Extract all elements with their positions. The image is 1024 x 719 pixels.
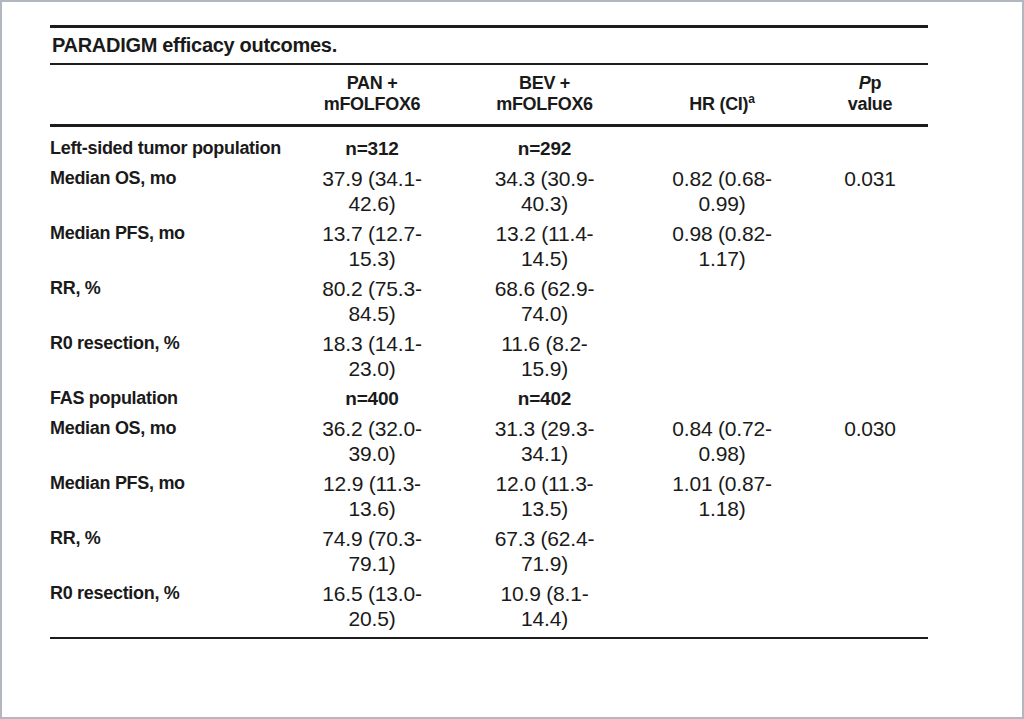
- table-row-median-pfs-fas: Median PFS, mo 12.9 (11.3- 13.6) 12.0 (1…: [50, 468, 928, 523]
- cell-bev: 34.3 (30.9- 40.3): [457, 163, 632, 218]
- p-value-word: value: [848, 94, 893, 114]
- row-label: Median OS, mo: [50, 413, 287, 468]
- cell-bev: 13.2 (11.4- 14.5): [457, 218, 632, 273]
- header-row: PAN + mFOLFOX6 BEV + mFOLFOX6 HR (CI)a P…: [50, 64, 928, 126]
- cell-p: [812, 126, 928, 164]
- cell-pan: 16.5 (13.0- 20.5): [287, 578, 457, 638]
- table-title: PARADIGM efficacy outcomes.: [50, 28, 928, 63]
- table-row-median-os-left: Median OS, mo 37.9 (34.1- 42.6) 34.3 (30…: [50, 163, 928, 218]
- cell-p: [812, 523, 928, 578]
- row-label: R0 resection, %: [50, 328, 287, 383]
- row-label: R0 resection, %: [50, 578, 287, 638]
- hr-ci-footnote-marker: a: [748, 92, 754, 106]
- table-row-r0-resection-left: R0 resection, % 18.3 (14.1- 23.0) 11.6 (…: [50, 328, 928, 383]
- col-header-bev-mfolfox6: BEV + mFOLFOX6: [457, 64, 632, 126]
- cell-hr: [632, 328, 812, 383]
- cell-bev: 67.3 (62.4- 71.9): [457, 523, 632, 578]
- col-header-pan-mfolfox6: PAN + mFOLFOX6: [287, 64, 457, 126]
- cell-p: [812, 218, 928, 273]
- row-label: Median OS, mo: [50, 163, 287, 218]
- col-header-empty: [50, 64, 287, 126]
- row-label: FAS population: [50, 383, 287, 413]
- row-label: Left-sided tumor population: [50, 126, 287, 164]
- table-row-rr-left: RR, % 80.2 (75.3- 84.5) 68.6 (62.9- 74.0…: [50, 273, 928, 328]
- cell-bev: n=402: [457, 383, 632, 413]
- table-row-r0-resection-fas: R0 resection, % 16.5 (13.0- 20.5) 10.9 (…: [50, 578, 928, 638]
- cell-pan: n=312: [287, 126, 457, 164]
- row-label: RR, %: [50, 523, 287, 578]
- cell-bev: n=292: [457, 126, 632, 164]
- cell-bev: 11.6 (8.2- 15.9): [457, 328, 632, 383]
- cell-hr: [632, 383, 812, 413]
- table-row-rr-fas: RR, % 74.9 (70.3- 79.1) 67.3 (62.4- 71.9…: [50, 523, 928, 578]
- cell-p: [812, 578, 928, 638]
- cell-hr: [632, 126, 812, 164]
- cell-bev: 68.6 (62.9- 74.0): [457, 273, 632, 328]
- cell-bev: 12.0 (11.3- 13.5): [457, 468, 632, 523]
- cell-pan: n=400: [287, 383, 457, 413]
- cell-hr: 0.84 (0.72- 0.98): [632, 413, 812, 468]
- efficacy-table-figure: PARADIGM efficacy outcomes. PAN + mFOLFO…: [50, 25, 928, 639]
- cell-hr: [632, 578, 812, 638]
- cell-pan: 12.9 (11.3- 13.6): [287, 468, 457, 523]
- cell-p: [812, 468, 928, 523]
- cell-hr: [632, 523, 812, 578]
- row-label: Median PFS, mo: [50, 218, 287, 273]
- cell-p: [812, 383, 928, 413]
- cell-pan: 13.7 (12.7- 15.3): [287, 218, 457, 273]
- col-header-p-value: Ppvalue: [812, 64, 928, 126]
- cell-pan: 36.2 (32.0- 39.0): [287, 413, 457, 468]
- cell-p: [812, 328, 928, 383]
- cell-p: [812, 273, 928, 328]
- table-row-left-sided-population: Left-sided tumor population n=312 n=292: [50, 126, 928, 164]
- cell-hr: 1.01 (0.87- 1.18): [632, 468, 812, 523]
- table-row-median-os-fas: Median OS, mo 36.2 (32.0- 39.0) 31.3 (29…: [50, 413, 928, 468]
- cell-p: 0.030: [812, 413, 928, 468]
- cell-bev: 31.3 (29.3- 34.1): [457, 413, 632, 468]
- cell-pan: 80.2 (75.3- 84.5): [287, 273, 457, 328]
- cell-hr: [632, 273, 812, 328]
- cell-hr: 0.98 (0.82- 1.17): [632, 218, 812, 273]
- cell-pan: 37.9 (34.1- 42.6): [287, 163, 457, 218]
- row-label: Median PFS, mo: [50, 468, 287, 523]
- cell-pan: 74.9 (70.3- 79.1): [287, 523, 457, 578]
- cell-hr: 0.82 (0.68- 0.99): [632, 163, 812, 218]
- cell-bev: 10.9 (8.1- 14.4): [457, 578, 632, 638]
- row-label: RR, %: [50, 273, 287, 328]
- cell-pan: 18.3 (14.1- 23.0): [287, 328, 457, 383]
- efficacy-table: PAN + mFOLFOX6 BEV + mFOLFOX6 HR (CI)a P…: [50, 63, 928, 639]
- page-sheet: PARADIGM efficacy outcomes. PAN + mFOLFO…: [0, 0, 1024, 719]
- p-symbol-plain: p: [871, 73, 882, 93]
- cell-p: 0.031: [812, 163, 928, 218]
- table-row-fas-population: FAS population n=400 n=402: [50, 383, 928, 413]
- table-row-median-pfs-left: Median PFS, mo 13.7 (12.7- 15.3) 13.2 (1…: [50, 218, 928, 273]
- col-header-hr-ci: HR (CI)a: [632, 64, 812, 126]
- p-symbol-italic: P: [859, 73, 871, 93]
- hr-ci-text: HR (CI): [689, 94, 748, 114]
